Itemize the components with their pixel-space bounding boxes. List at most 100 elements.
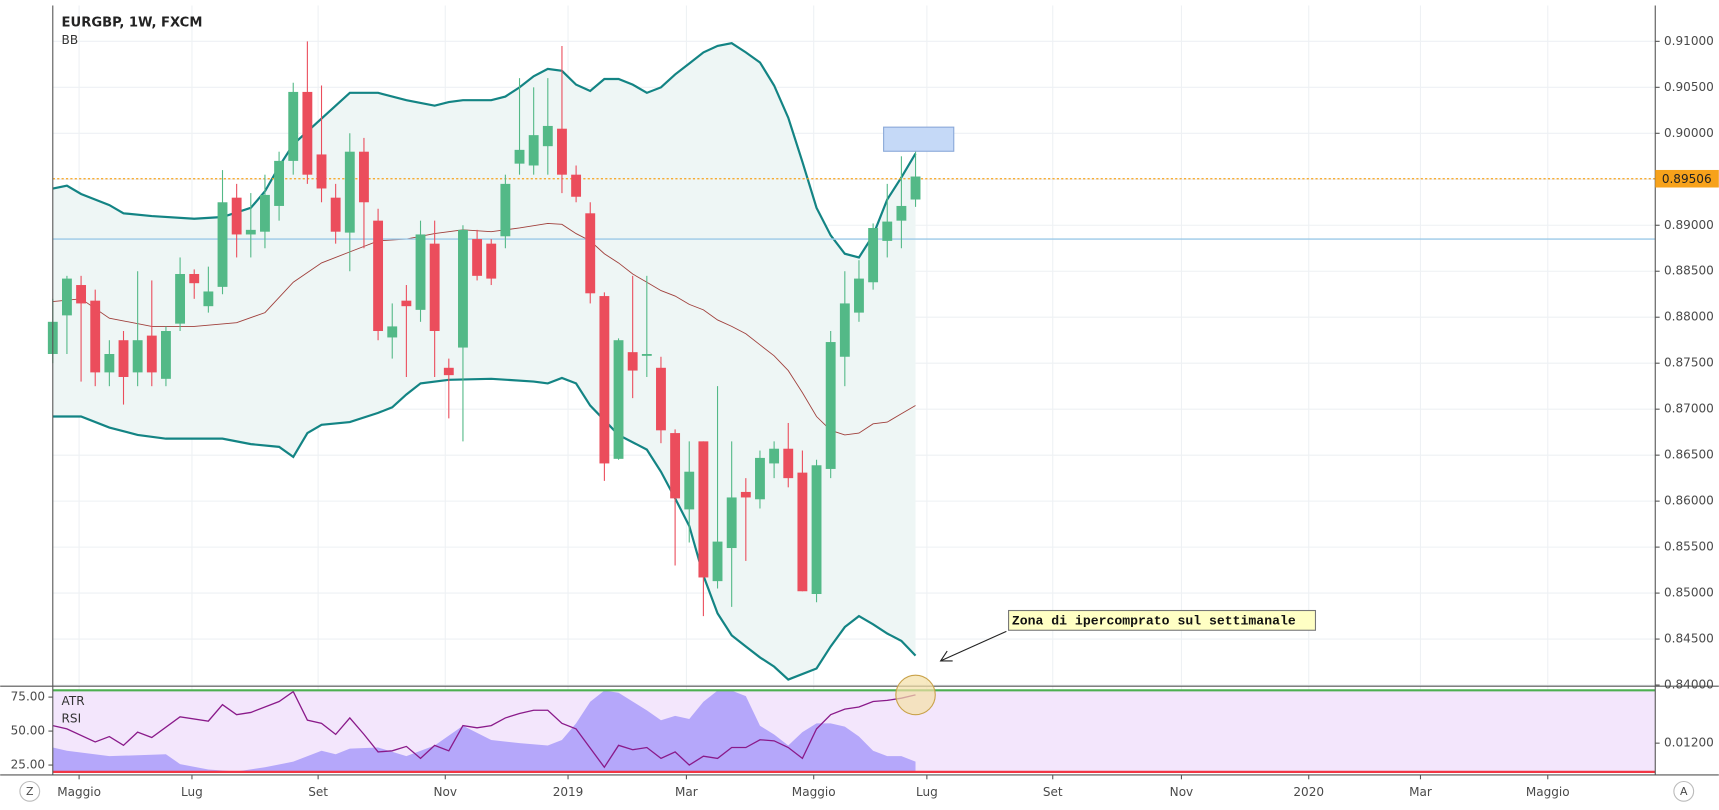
y-tick-label: 0.86000 [1664, 494, 1714, 508]
candle-body [500, 183, 511, 237]
candle-body [132, 340, 143, 373]
legend-label: RSI [62, 712, 82, 726]
candle-body [528, 135, 539, 166]
candle-body [344, 151, 355, 233]
band-middle [52, 222, 916, 436]
candle-body [670, 433, 681, 499]
candle-body [203, 291, 214, 307]
y-tick-label: 0.90000 [1664, 126, 1714, 140]
candle-body [585, 213, 596, 294]
candle-body [698, 441, 709, 578]
candle-body [260, 194, 270, 232]
price-label: 0.89506 [1662, 172, 1712, 186]
candle-body [514, 149, 525, 164]
left-button[interactable] [19, 780, 41, 802]
x-tick-label: 2019 [553, 785, 584, 799]
candle-body [656, 367, 666, 431]
y-tick-label: 0.90500 [1664, 80, 1714, 94]
candle-body [76, 285, 87, 304]
price-label-box [1655, 169, 1719, 188]
candle-body [401, 300, 412, 307]
candle-body [896, 205, 907, 221]
candle-body [854, 278, 864, 313]
candle-body [429, 243, 440, 332]
y-tick-label: 25.00 [11, 758, 46, 772]
legend-label: ATR [62, 694, 86, 708]
candle-body [712, 541, 723, 582]
candle-body [783, 448, 794, 479]
y-tick-label: 0.89000 [1664, 218, 1714, 232]
annotation-arrow [940, 630, 1007, 662]
candle-body [641, 353, 652, 356]
y-tick-label: 0.87500 [1664, 356, 1714, 370]
left-button-label[interactable]: Z [26, 785, 34, 798]
candle-body [458, 229, 468, 348]
y-tick-label: 0.87000 [1664, 402, 1714, 416]
candle-body [316, 154, 327, 189]
candle-body [118, 340, 129, 377]
candle-body [726, 497, 737, 549]
candle-body [542, 125, 553, 147]
candle-body [231, 197, 242, 235]
candle-body [189, 273, 200, 284]
candle-body [910, 176, 921, 200]
candle-body [599, 296, 610, 464]
candle-body [330, 197, 341, 232]
x-tick-label: Maggio [792, 785, 836, 799]
candle-body [373, 220, 384, 332]
candle-body [175, 273, 186, 324]
candle-body [557, 128, 567, 175]
x-tick-label: 2020 [1293, 785, 1324, 799]
plot [47, 41, 1656, 773]
candle-body [415, 234, 426, 310]
y-tick-label: 0.85500 [1664, 540, 1714, 554]
candle-body [104, 353, 115, 373]
arrow-head [939, 650, 953, 662]
x-tick-label: Set [1043, 785, 1063, 799]
candle-body [359, 151, 369, 203]
candle-body [387, 326, 398, 338]
candle-body [882, 221, 893, 241]
x-tick-label: Nov [434, 785, 458, 799]
y-tick-label: 0.88500 [1664, 264, 1714, 278]
candle-body [443, 367, 454, 376]
y2-tick-label: 0.01200 [1664, 736, 1714, 750]
x-tick-label: Set [308, 785, 328, 799]
candle-body [302, 91, 313, 175]
y-tick-label: 0.84000 [1664, 678, 1714, 692]
x-tick-label: Lug [916, 785, 938, 799]
candle-body [825, 342, 836, 469]
y-tick-label: 0.88000 [1664, 310, 1714, 324]
candle-body [769, 448, 780, 464]
candle-body [811, 465, 822, 595]
indicator-label: BB [62, 33, 79, 47]
candle-body [627, 352, 638, 371]
x-tick-label: Lug [181, 785, 203, 799]
candle-body [571, 174, 582, 197]
x-tick-label: Nov [1170, 785, 1194, 799]
x-tick-label: Mar [675, 785, 698, 799]
annotation-box [1008, 609, 1317, 631]
x-tick-label: Maggio [57, 785, 101, 799]
right-button[interactable] [1673, 780, 1695, 802]
band-lower [52, 376, 917, 681]
y-tick-label: 75.00 [11, 690, 46, 704]
chart-title: EURGBP, 1W, FXCM [62, 16, 203, 31]
candle-body [797, 472, 808, 592]
y-tick-label: 50.00 [11, 724, 46, 738]
candle-body [161, 331, 171, 379]
candle-body [288, 91, 299, 161]
candle-body [740, 491, 751, 498]
candle-body [90, 300, 101, 373]
candle-body [146, 335, 157, 373]
candle-body [61, 278, 72, 316]
y-tick-label: 0.85000 [1664, 586, 1714, 600]
candle-body [839, 303, 850, 357]
y-tick-label: 0.84500 [1664, 632, 1714, 646]
highlight-circle [895, 674, 936, 716]
line [52, 690, 916, 769]
highlight-box [883, 126, 955, 152]
right-button-label[interactable]: A [1680, 785, 1688, 798]
